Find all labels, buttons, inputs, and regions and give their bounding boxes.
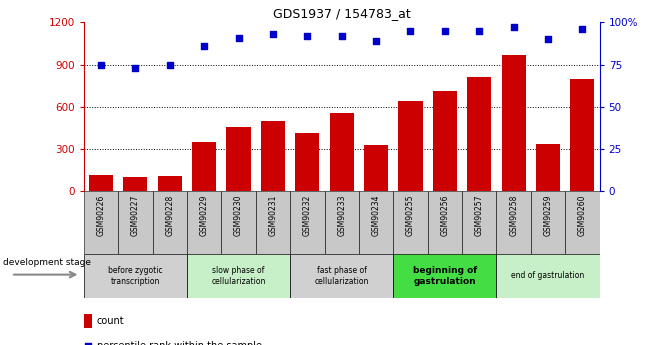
Bar	[261, 121, 285, 191]
Bar	[84, 314, 92, 328]
Point	[577, 27, 588, 32]
Text: development stage: development stage	[3, 258, 91, 267]
FancyBboxPatch shape	[324, 191, 359, 254]
Bar	[89, 175, 113, 191]
Bar	[502, 55, 526, 191]
Point	[130, 65, 141, 71]
Text: GSM90234: GSM90234	[372, 195, 381, 236]
FancyBboxPatch shape	[84, 254, 187, 298]
FancyBboxPatch shape	[290, 254, 393, 298]
Bar	[467, 77, 491, 191]
FancyBboxPatch shape	[290, 191, 324, 254]
Text: GSM90226: GSM90226	[96, 195, 105, 236]
Text: GSM90255: GSM90255	[406, 195, 415, 236]
FancyBboxPatch shape	[427, 191, 462, 254]
FancyBboxPatch shape	[187, 254, 290, 298]
Text: count: count	[96, 316, 124, 326]
FancyBboxPatch shape	[221, 191, 256, 254]
Bar	[399, 101, 423, 191]
Title: GDS1937 / 154783_at: GDS1937 / 154783_at	[273, 7, 411, 20]
Bar	[536, 144, 560, 191]
Bar	[433, 91, 457, 191]
Text: percentile rank within the sample: percentile rank within the sample	[96, 342, 262, 345]
Text: GSM90233: GSM90233	[337, 195, 346, 236]
Text: GSM90228: GSM90228	[165, 195, 174, 236]
Text: GSM90258: GSM90258	[509, 195, 518, 236]
Point	[371, 38, 381, 44]
Point	[440, 28, 450, 33]
Text: GSM90232: GSM90232	[303, 195, 312, 236]
Bar	[123, 177, 147, 191]
Point	[233, 35, 244, 40]
FancyBboxPatch shape	[531, 191, 565, 254]
Point	[302, 33, 313, 39]
Point	[543, 37, 553, 42]
Text: GSM90260: GSM90260	[578, 195, 587, 236]
Bar	[295, 133, 320, 191]
Bar	[330, 112, 354, 191]
Text: GSM90259: GSM90259	[543, 195, 553, 236]
Point	[267, 31, 278, 37]
Text: GSM90256: GSM90256	[440, 195, 450, 236]
FancyBboxPatch shape	[496, 191, 531, 254]
FancyBboxPatch shape	[359, 191, 393, 254]
Text: GSM90257: GSM90257	[475, 195, 484, 236]
Point	[509, 25, 519, 30]
FancyBboxPatch shape	[496, 254, 600, 298]
Point	[82, 344, 93, 345]
FancyBboxPatch shape	[187, 191, 221, 254]
Text: GSM90231: GSM90231	[269, 195, 277, 236]
FancyBboxPatch shape	[393, 254, 496, 298]
FancyBboxPatch shape	[256, 191, 290, 254]
Point	[96, 62, 107, 68]
FancyBboxPatch shape	[565, 191, 600, 254]
FancyBboxPatch shape	[84, 191, 118, 254]
Bar	[192, 142, 216, 191]
Point	[405, 28, 416, 33]
Text: slow phase of
cellularization: slow phase of cellularization	[211, 266, 266, 286]
Bar	[364, 145, 388, 191]
FancyBboxPatch shape	[393, 191, 427, 254]
Text: before zygotic
transcription: before zygotic transcription	[108, 266, 163, 286]
FancyBboxPatch shape	[153, 191, 187, 254]
Text: end of gastrulation: end of gastrulation	[511, 272, 585, 280]
Text: fast phase of
cellularization: fast phase of cellularization	[314, 266, 369, 286]
Point	[164, 62, 175, 68]
FancyBboxPatch shape	[462, 191, 496, 254]
Bar	[570, 79, 594, 191]
Bar	[226, 127, 251, 191]
Bar	[157, 176, 182, 191]
Text: GSM90227: GSM90227	[131, 195, 140, 236]
FancyBboxPatch shape	[118, 191, 153, 254]
Text: GSM90230: GSM90230	[234, 195, 243, 236]
Point	[336, 33, 347, 39]
Point	[474, 28, 484, 33]
Text: beginning of
gastrulation: beginning of gastrulation	[413, 266, 477, 286]
Point	[199, 43, 210, 49]
Text: GSM90229: GSM90229	[200, 195, 208, 236]
